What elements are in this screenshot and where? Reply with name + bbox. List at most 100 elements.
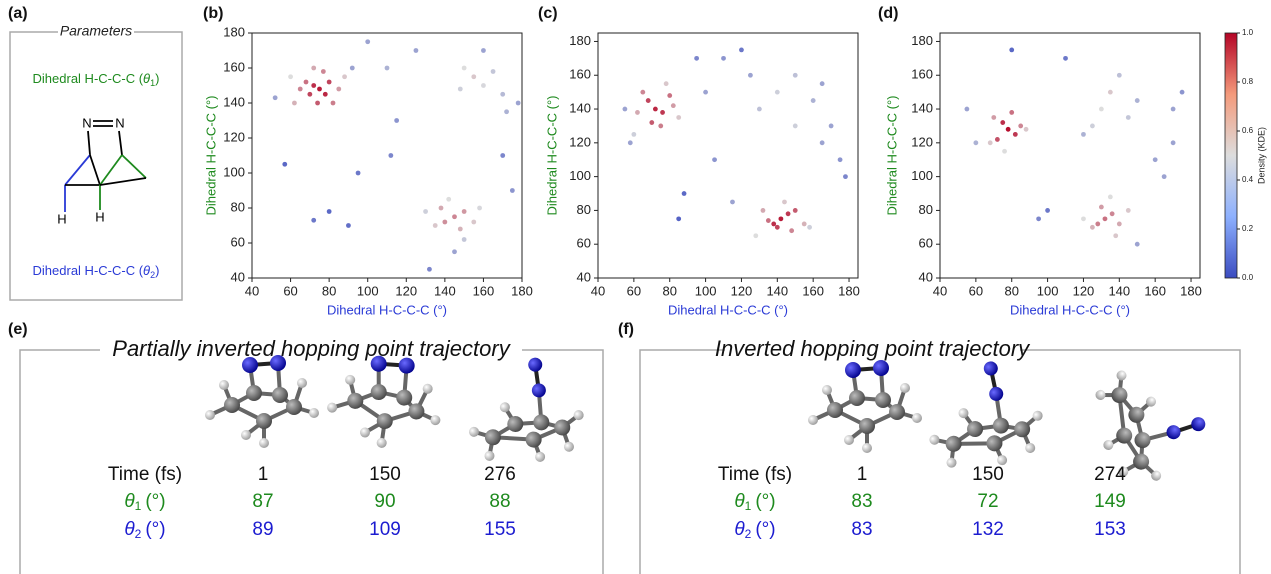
point <box>384 65 390 71</box>
x-tick-label: 180 <box>838 283 860 298</box>
x-tick-label: 180 <box>511 283 533 298</box>
row-label: θ1 (°) <box>734 491 775 513</box>
x-tick-label: 40 <box>933 283 947 298</box>
x-tick-label: 60 <box>627 283 641 298</box>
point <box>311 65 317 71</box>
colorbar-tick-label: 0.2 <box>1242 224 1254 233</box>
x-tick-label: 40 <box>245 283 259 298</box>
point <box>461 209 467 214</box>
point <box>712 157 717 163</box>
angle-value: 83 <box>851 491 872 512</box>
point <box>365 39 371 45</box>
point <box>676 216 682 222</box>
y-tick-label: 60 <box>577 236 591 251</box>
point <box>1125 115 1131 120</box>
x-tick-label: 60 <box>969 283 983 298</box>
y-tick-label: 120 <box>911 134 933 149</box>
point <box>1012 131 1018 137</box>
point <box>681 191 687 196</box>
y-tick-label: 40 <box>577 269 591 284</box>
point <box>311 83 317 88</box>
y-tick-label: 140 <box>911 100 933 115</box>
x-tick-label: 60 <box>283 283 297 298</box>
point <box>765 218 771 223</box>
point <box>349 65 355 71</box>
point <box>330 100 336 106</box>
x-tick-label: 180 <box>1180 283 1202 298</box>
subscript: 2 <box>745 527 752 541</box>
y-tick-label: 60 <box>231 234 245 249</box>
point <box>317 86 322 92</box>
y-axis-label: Dihedral H-C-C-C (°) <box>544 95 559 215</box>
symbol: θ <box>734 491 745 512</box>
parameters-title: Parameters <box>60 23 132 39</box>
point <box>336 86 342 92</box>
point <box>1170 106 1176 112</box>
trajectory-box <box>639 349 1241 574</box>
point <box>703 89 708 95</box>
point <box>748 72 753 78</box>
colorbar-tick-label: 0.8 <box>1242 77 1254 86</box>
point <box>1009 47 1015 53</box>
x-tick-label: 100 <box>695 283 717 298</box>
point <box>320 69 326 74</box>
colorbar-label: Density (KDE) <box>1256 127 1266 184</box>
x-tick-label: 80 <box>1004 283 1018 298</box>
angle-value: 87 <box>252 491 273 512</box>
trajectory-title: Partially inverted hopping point traject… <box>112 336 511 361</box>
point <box>1113 233 1119 239</box>
angle-value: 72 <box>977 491 998 512</box>
point <box>509 188 515 193</box>
molecule <box>806 358 924 455</box>
point <box>432 223 438 228</box>
time-value: 1 <box>258 464 269 485</box>
point <box>1009 110 1015 115</box>
point <box>326 209 332 214</box>
title-backdrop <box>58 24 134 40</box>
atom-label: H <box>57 211 66 226</box>
x-tick-label: 160 <box>802 283 824 298</box>
point <box>753 233 759 239</box>
y-tick-label: 140 <box>569 100 591 115</box>
unit: (°) <box>145 519 165 540</box>
point <box>676 115 682 120</box>
angle-value: 149 <box>1094 491 1126 512</box>
point <box>1134 98 1140 103</box>
x-axis-label: Dihedral H-C-C-C (°) <box>1010 302 1130 317</box>
point <box>1152 157 1158 163</box>
subscript: 1 <box>150 78 155 88</box>
point <box>355 170 361 176</box>
point <box>987 140 993 146</box>
point <box>457 86 463 92</box>
angle-value: 132 <box>972 519 1004 540</box>
point <box>446 196 452 202</box>
point <box>1125 208 1131 213</box>
y-tick-label: 160 <box>911 67 933 82</box>
point <box>342 74 347 80</box>
point <box>1098 204 1104 210</box>
theta2-definition: Dihedral H-C-C-C (θ2) <box>33 263 160 280</box>
subscript: 1 <box>745 499 752 513</box>
point <box>792 72 798 78</box>
point <box>730 199 735 205</box>
y-tick-label: 140 <box>223 94 245 109</box>
text: Dihedral H-C-C-C ( <box>33 263 144 278</box>
molecule <box>203 353 321 450</box>
point <box>311 217 317 223</box>
point <box>282 161 288 167</box>
angle-value: 83 <box>851 519 872 540</box>
angle-value: 89 <box>252 519 273 540</box>
point <box>322 91 328 97</box>
point <box>452 214 457 220</box>
molecule-sketch <box>64 120 147 212</box>
point <box>1005 126 1011 132</box>
point <box>1081 131 1086 137</box>
symbol: θ <box>124 491 135 512</box>
panel-label: (b) <box>203 5 223 22</box>
point <box>801 221 807 227</box>
x-tick-label: 100 <box>357 283 379 298</box>
unit: (°) <box>755 519 775 540</box>
point <box>500 153 506 158</box>
text: ) <box>155 71 159 86</box>
point <box>481 83 486 88</box>
